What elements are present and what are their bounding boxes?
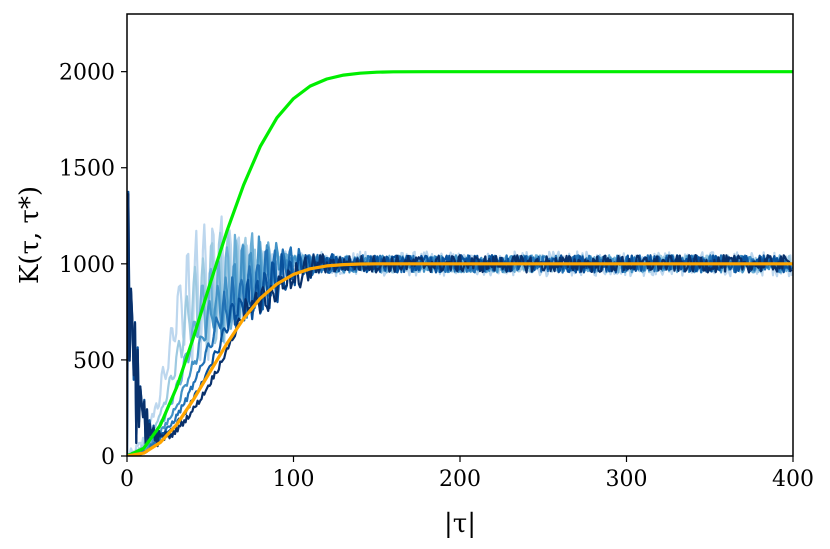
axis-ticks: 0 100 200 300 400 0 500 1000 1500 2000 (59, 61, 814, 492)
x-tick-label: 300 (606, 467, 648, 492)
y-tick-label: 500 (73, 349, 115, 374)
y-axis-label: K(τ, τ*) (15, 186, 45, 284)
x-tick-label: 400 (772, 467, 814, 492)
x-tick-label: 100 (273, 467, 315, 492)
y-tick-label: 0 (101, 445, 115, 470)
noisy-series-line (127, 193, 793, 456)
x-tick-label: 200 (439, 467, 481, 492)
y-tick-label: 2000 (59, 61, 115, 86)
y-tick-label: 1500 (59, 157, 115, 182)
x-tick-label: 0 (120, 467, 134, 492)
reference-lower-line (127, 262, 793, 456)
x-axis-label: |τ| (444, 509, 476, 539)
reference-upper-line (127, 70, 793, 456)
reference-series-group (127, 70, 793, 456)
y-tick-label: 1000 (59, 253, 115, 278)
noisy-series-line (127, 190, 793, 456)
